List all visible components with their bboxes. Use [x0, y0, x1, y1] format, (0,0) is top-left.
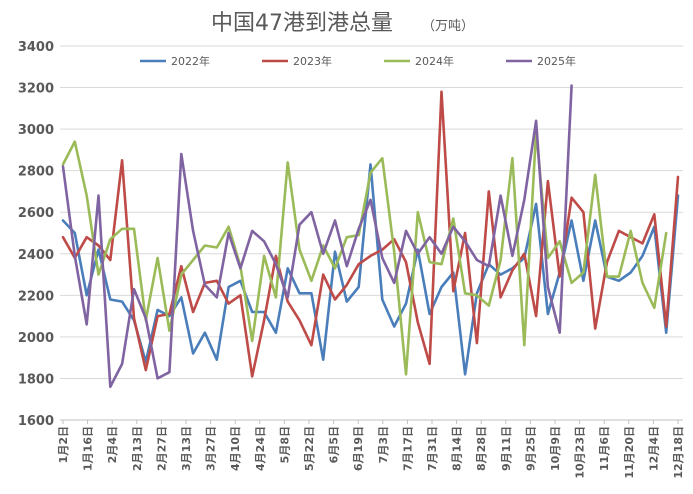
x-tick-label: 10月23日: [574, 426, 587, 479]
legend-label-1: 2022年: [171, 54, 210, 68]
series-line-3: [61, 129, 668, 376]
legend: 2022年 2023年 2024年 2025年: [140, 54, 576, 68]
series-line-4: [61, 84, 573, 389]
x-tick-label: 7月17日: [401, 426, 414, 471]
x-tick-label: 5月22日: [303, 426, 316, 471]
x-tick-label: 6月19日: [352, 426, 365, 471]
y-tick-label: 3000: [18, 123, 54, 138]
x-tick-label: 4月10日: [229, 426, 242, 471]
y-tick-label: 2400: [18, 248, 54, 263]
y-axis: 1600 1800 2000 2200 2400 2600 2800 3000 3200 3400: [18, 40, 54, 429]
x-tick-label: 2月13日: [131, 426, 144, 471]
x-tick-label: 2月4日: [106, 426, 119, 463]
x-tick-label: 12月4日: [647, 426, 660, 471]
x-tick-label: 2月27日: [155, 426, 168, 471]
x-tick-label: 8月14日: [451, 426, 464, 471]
chart-title-unit: （万吨）: [422, 19, 474, 34]
x-tick-label: 3月13日: [180, 426, 193, 471]
legend-label-3: 2024年: [415, 54, 454, 68]
x-tick-label: 6月5日: [328, 426, 341, 463]
y-tick-label: 2200: [18, 289, 54, 304]
x-tick-label: 1月16日: [82, 426, 95, 471]
x-tick-label: 5月8日: [278, 426, 291, 463]
x-axis: 1月2日 1月16日 2月4日 2月13日 2月27日 3月13日 3月27日 4月10日 4月…: [57, 420, 685, 479]
x-tick-label: 10月9日: [549, 426, 562, 471]
x-tick-label: 11月6日: [598, 426, 611, 471]
x-tick-label: 9月11日: [500, 426, 513, 471]
x-tick-label: 9月25日: [524, 426, 537, 471]
y-tick-label: 2800: [18, 165, 54, 180]
x-tick-label: 1月2日: [57, 426, 70, 463]
x-tick-label: 4月24日: [254, 426, 267, 471]
y-tick-label: 3400: [18, 40, 54, 55]
x-tick-label: 3月27日: [205, 426, 218, 471]
chart-title: 中国47港到港总量: [211, 11, 393, 36]
x-tick-label: 11月20日: [623, 426, 636, 479]
y-tick-label: 1800: [18, 372, 54, 387]
series-line-2: [61, 90, 680, 378]
x-tick-label: 12月18日: [672, 426, 685, 479]
y-tick-label: 2000: [18, 331, 54, 346]
y-tick-label: 2600: [18, 206, 54, 221]
legend-label-2: 2023年: [293, 54, 332, 68]
legend-label-4: 2025年: [537, 54, 576, 68]
x-tick-label: 7月3日: [377, 426, 390, 463]
series-lines: [61, 84, 680, 389]
x-tick-label: 8月28日: [475, 426, 488, 471]
y-tick-label: 3200: [18, 82, 54, 97]
y-tick-label: 1600: [18, 414, 54, 429]
x-tick-label: 7月31日: [426, 426, 439, 471]
